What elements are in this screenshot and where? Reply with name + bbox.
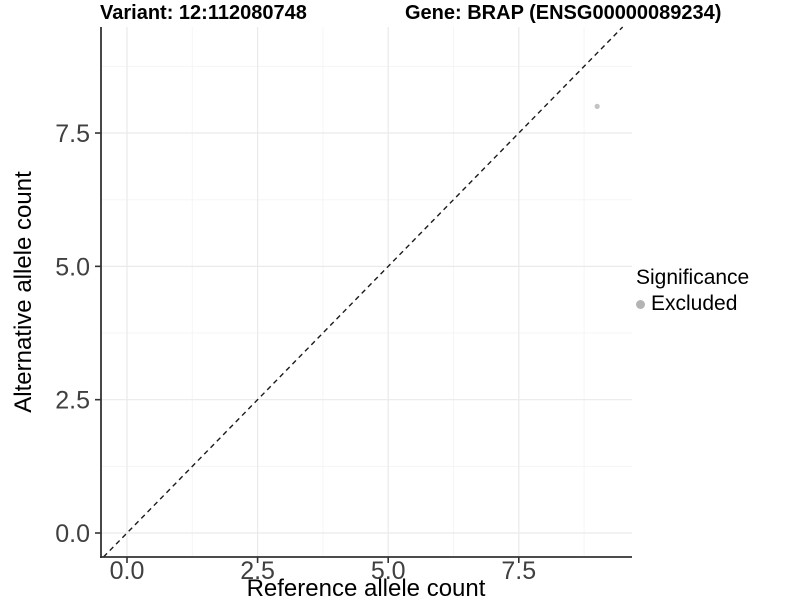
legend: Significance Excluded <box>636 266 749 316</box>
y-tick-label: 5.0 <box>55 253 90 281</box>
legend-point-icon <box>636 299 645 309</box>
y-tick-label: 2.5 <box>55 387 90 415</box>
y-tick-label: 0.0 <box>55 520 90 548</box>
legend-entry-label: Excluded <box>651 292 738 315</box>
x-tick-label: 7.5 <box>501 557 536 585</box>
x-tick-label: 5.0 <box>371 557 406 585</box>
x-tick-label: 2.5 <box>240 557 275 585</box>
identity-reference-line <box>102 26 624 558</box>
legend-title: Significance <box>636 266 750 289</box>
y-axis-title: Alternative allele count <box>10 171 37 413</box>
variant-title: Variant: 12:112080748 <box>100 2 307 24</box>
y-tick-label: 7.5 <box>55 120 90 148</box>
legend-entry: Excluded <box>636 292 749 316</box>
x-axis-title: Reference allele count <box>246 575 486 600</box>
gene-title: Gene: BRAP (ENSG00000089234) <box>405 2 722 24</box>
data-point <box>594 103 600 109</box>
x-tick-label: 0.0 <box>110 557 145 585</box>
